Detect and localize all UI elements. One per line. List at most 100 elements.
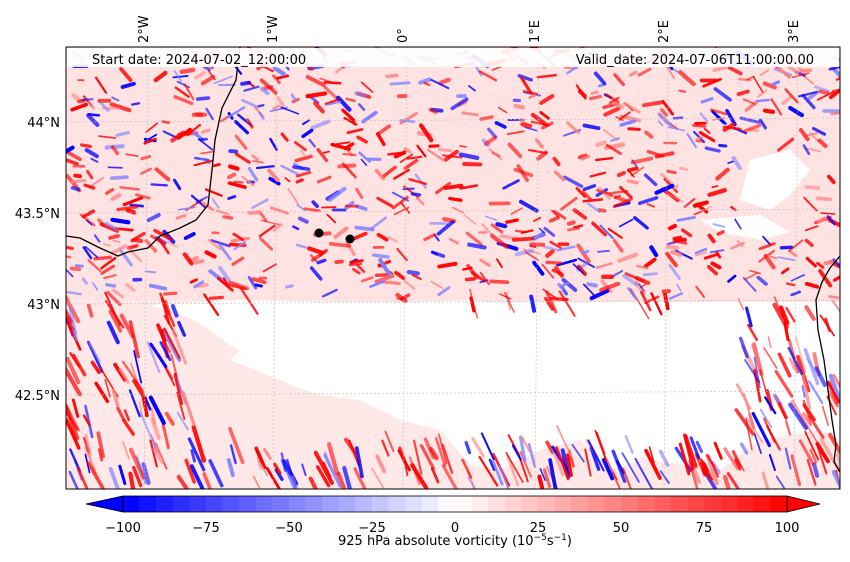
vorticity-streak <box>118 367 130 384</box>
vorticity-streak <box>785 306 796 323</box>
vorticity-streak <box>534 138 544 149</box>
vorticity-streak <box>448 196 463 202</box>
vorticity-streak <box>173 178 182 191</box>
colorbar-block <box>455 496 472 512</box>
vorticity-streak <box>695 139 704 143</box>
vorticity-streak <box>348 439 361 467</box>
vorticity-streak <box>707 188 728 197</box>
vorticity-streak <box>798 439 815 466</box>
vorticity-streak <box>723 447 740 471</box>
vorticity-streak <box>163 327 181 359</box>
vorticity-streak <box>166 240 178 248</box>
vorticity-streak <box>603 106 621 117</box>
vorticity-streak <box>272 223 283 232</box>
vorticity-streak <box>234 152 251 164</box>
vorticity-streak <box>342 465 353 489</box>
vorticity-streak <box>176 391 186 420</box>
vorticity-streak <box>128 471 136 489</box>
vorticity-streak <box>324 98 339 106</box>
vorticity-streak <box>256 165 275 170</box>
colorbar-block <box>621 496 638 512</box>
vorticity-streak <box>122 418 136 436</box>
vorticity-streak <box>229 444 237 465</box>
vorticity-streak <box>194 71 206 80</box>
vorticity-streak <box>679 166 689 171</box>
vorticity-streak <box>374 168 386 181</box>
vorticity-streak <box>676 215 696 222</box>
vorticity-streak <box>591 221 607 237</box>
vorticity-streak <box>736 89 750 97</box>
vorticity-streak <box>831 300 840 314</box>
vorticity-streak <box>227 172 237 180</box>
marker-point-1[interactable] <box>314 228 324 238</box>
vorticity-streak <box>328 242 352 248</box>
vorticity-streak <box>144 270 156 274</box>
vorticity-streak <box>403 147 412 154</box>
vorticity-streak <box>218 243 232 261</box>
vorticity-streak <box>713 87 732 102</box>
vorticity-streak <box>613 73 625 87</box>
vorticity-streak <box>231 256 245 266</box>
vorticity-streak <box>551 447 565 477</box>
vorticity-streak <box>246 118 254 129</box>
vorticity-streak <box>153 70 168 83</box>
vorticity-streak <box>788 402 809 431</box>
vorticity-streak <box>637 67 652 77</box>
vorticity-streak <box>612 197 633 209</box>
vorticity-streak <box>418 77 432 85</box>
vorticity-streak <box>593 71 606 85</box>
field-masked-patch <box>700 215 790 240</box>
longitude-tick-labels: 2°W 1°W 0° 1°E 2°E 3°E <box>137 15 802 43</box>
vorticity-streak <box>565 453 573 477</box>
vorticity-streak <box>805 147 822 153</box>
vorticity-streak <box>251 154 260 162</box>
vorticity-streak <box>293 141 307 152</box>
vorticity-streak <box>727 274 737 283</box>
vorticity-streak <box>654 183 675 195</box>
vorticity-streak <box>130 231 146 243</box>
vorticity-streak <box>369 216 388 231</box>
vorticity-streak <box>437 286 451 297</box>
vorticity-streak <box>430 467 440 484</box>
vorticity-streak <box>133 349 143 384</box>
vorticity-streak <box>265 467 282 489</box>
vorticity-streak <box>608 96 620 104</box>
vorticity-streak <box>784 447 792 470</box>
vorticity-streak <box>759 69 770 77</box>
colorbar-tick-label: 75 <box>696 521 713 536</box>
vorticity-streak <box>802 399 812 425</box>
marker-point-2[interactable] <box>345 234 355 244</box>
vorticity-streak <box>115 227 134 232</box>
vorticity-streak <box>594 156 614 162</box>
vorticity-streak <box>791 72 810 79</box>
vorticity-streak <box>66 245 74 250</box>
vorticity-streak <box>297 216 309 224</box>
colorbar-block <box>587 496 605 512</box>
colorbar-block <box>123 496 140 512</box>
vorticity-streak <box>815 441 830 464</box>
vorticity-streak <box>490 233 509 249</box>
vorticity-streak <box>336 95 352 112</box>
vorticity-streak <box>161 423 170 450</box>
vorticity-streak <box>228 149 239 154</box>
vorticity-streak <box>94 76 108 94</box>
vorticity-streak <box>66 402 80 432</box>
vorticity-streak <box>548 215 561 223</box>
vorticity-streak <box>788 105 804 118</box>
latitude-tick-labels: 44°N 43.5°N 43°N 42.5°N <box>15 116 60 404</box>
vorticity-streak <box>686 133 697 149</box>
vorticity-streak <box>337 163 357 169</box>
vorticity-streak <box>111 388 120 408</box>
vorticity-streak <box>617 252 639 263</box>
colorbar-extend-min <box>85 495 124 513</box>
vorticity-streak <box>353 467 367 489</box>
vorticity-streak <box>126 244 139 250</box>
vorticity-streak <box>778 402 788 420</box>
colorbar-block <box>687 496 705 512</box>
colorbar-block <box>156 496 174 512</box>
vorticity-streak <box>709 108 728 116</box>
vorticity-streak <box>207 69 216 81</box>
vorticity-streak <box>436 220 455 236</box>
vorticity-streak <box>552 156 561 167</box>
vorticity-streak <box>247 210 262 215</box>
